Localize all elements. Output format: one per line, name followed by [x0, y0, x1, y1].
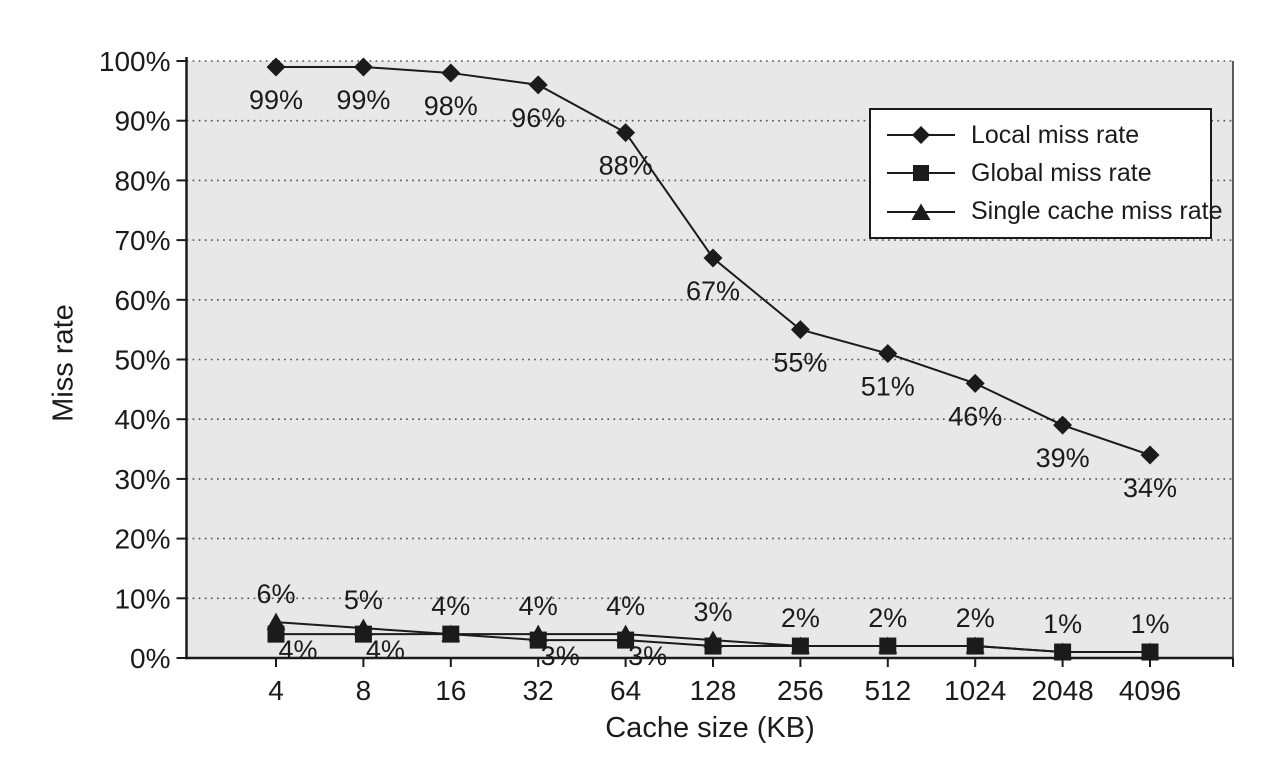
point-label: 5%	[344, 585, 383, 615]
point-label: 67%	[686, 276, 740, 306]
point-label: 4%	[431, 591, 470, 621]
point-label: 98%	[424, 91, 478, 121]
x-tick-label: 16	[435, 675, 466, 706]
x-tick-label: 2048	[1031, 675, 1093, 706]
y-tick-label: 20%	[114, 524, 170, 555]
y-tick-label: 100%	[99, 46, 171, 77]
point-label: 88%	[599, 151, 653, 181]
legend-label: Single cache miss rate	[971, 197, 1223, 226]
point-label: 1%	[1130, 609, 1169, 639]
y-tick-label: 80%	[114, 165, 170, 196]
point-label: 51%	[861, 372, 915, 402]
y-axis-ticks: 0% 10% 20% 30% 40% 50% 60% 70% 80% 90% 100%	[99, 46, 187, 674]
square-marker	[791, 637, 809, 655]
y-tick-label: 50%	[114, 345, 170, 376]
point-label: 4%	[366, 635, 405, 665]
legend-item-global-miss-rate: Global miss rate	[885, 159, 1206, 188]
square-marker	[966, 637, 984, 655]
diamond-marker	[703, 248, 723, 268]
x-tick-label: 256	[777, 675, 824, 706]
legend-label: Global miss rate	[971, 158, 1152, 187]
point-label: 3%	[693, 597, 732, 627]
square-marker	[1141, 643, 1159, 661]
point-label: 96%	[511, 103, 565, 133]
point-label: 3%	[541, 641, 580, 671]
square-marker-icon	[887, 165, 955, 182]
diamond-marker	[878, 344, 898, 364]
square-marker	[442, 625, 460, 643]
legend-label: Local miss rate	[971, 120, 1140, 149]
y-tick-label: 90%	[114, 106, 170, 137]
diamond-marker	[441, 63, 461, 83]
diamond-marker	[528, 75, 548, 95]
x-axis-ticks: 4 8 16 32 64 128 256 512 1024 2048 4096	[268, 658, 1234, 706]
x-tick-label: 64	[610, 675, 641, 706]
point-labels: 99% 99% 98% 96% 88% 67% 55% 51% 46% 39% 34% 4% 4% 3% 3…	[249, 85, 1177, 671]
y-tick-label: 0%	[130, 643, 170, 674]
diamond-marker	[266, 57, 286, 77]
x-axis-title: Cache size (KB)	[605, 712, 815, 744]
x-tick-label: 512	[864, 675, 911, 706]
point-label: 4%	[519, 591, 558, 621]
point-label: 99%	[336, 85, 390, 115]
point-label: 34%	[1123, 473, 1177, 503]
diamond-marker	[616, 123, 636, 143]
x-tick-label: 32	[523, 675, 554, 706]
point-label: 39%	[1036, 443, 1090, 473]
square-marker	[1054, 643, 1072, 661]
y-tick-label: 10%	[114, 583, 170, 614]
legend-item-local-miss-rate: Local miss rate	[885, 121, 1206, 150]
series-markers-diamond	[266, 57, 1160, 465]
point-label: 4%	[606, 591, 645, 621]
diamond-marker	[353, 57, 373, 77]
point-label: 99%	[249, 85, 303, 115]
x-tick-label: 4096	[1119, 675, 1181, 706]
square-marker	[704, 637, 722, 655]
point-label: 2%	[956, 603, 995, 633]
point-label: 55%	[773, 348, 827, 378]
triangle-marker	[266, 612, 286, 630]
diamond-marker	[965, 373, 985, 393]
square-marker	[529, 631, 547, 649]
y-tick-label: 60%	[114, 285, 170, 316]
point-label: 6%	[256, 579, 295, 609]
x-tick-label: 4	[268, 675, 284, 706]
diamond-marker	[790, 320, 810, 340]
point-label: 1%	[1043, 609, 1082, 639]
square-marker	[879, 637, 897, 655]
diamond-marker-icon	[887, 126, 955, 145]
legend-item-single-cache-miss-rate: Single cache miss rate	[885, 197, 1223, 226]
point-label: 2%	[868, 603, 907, 633]
y-tick-label: 30%	[114, 464, 170, 495]
point-label: 46%	[948, 401, 1002, 431]
x-tick-label: 8	[356, 675, 372, 706]
diamond-marker	[1140, 445, 1160, 465]
legend: Local miss rate Global miss rate Single …	[869, 108, 1223, 239]
x-tick-label: 1024	[944, 675, 1006, 706]
y-tick-label: 40%	[114, 404, 170, 435]
square-marker	[354, 625, 372, 643]
series-markers-square	[267, 625, 1159, 661]
point-label: 3%	[628, 641, 667, 671]
x-tick-label: 128	[690, 675, 737, 706]
square-marker	[267, 625, 285, 643]
point-label: 2%	[781, 603, 820, 633]
triangle-marker-icon	[887, 203, 955, 220]
square-marker	[617, 631, 635, 649]
diamond-marker	[1053, 415, 1073, 435]
y-tick-label: 70%	[114, 225, 170, 256]
y-axis-title: Miss rate	[47, 304, 80, 422]
point-label: 4%	[278, 635, 317, 665]
